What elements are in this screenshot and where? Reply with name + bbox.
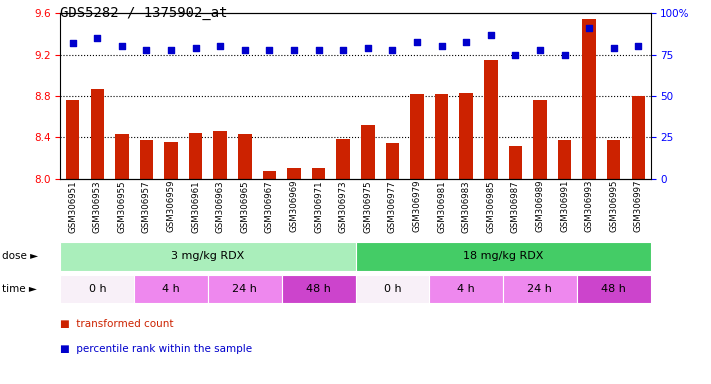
Text: 18 mg/kg RDX: 18 mg/kg RDX (463, 251, 543, 262)
Bar (140, 141, 154, 179)
Bar (213, 131, 227, 179)
Bar (336, 139, 350, 179)
Point (461, 38, 472, 45)
Point (608, 45, 619, 51)
Text: 4 h: 4 h (162, 284, 180, 294)
Bar (435, 94, 449, 179)
Bar (385, 144, 399, 179)
Point (633, 43, 644, 50)
Bar (429, 275, 503, 303)
Bar (66, 100, 80, 179)
Point (92, 35, 103, 41)
Point (584, 25, 595, 31)
Bar (208, 275, 282, 303)
Text: 48 h: 48 h (306, 284, 331, 294)
Bar (356, 242, 651, 271)
Bar (282, 275, 356, 303)
Text: 24 h: 24 h (528, 284, 552, 294)
Bar (410, 94, 424, 179)
Text: 0 h: 0 h (88, 284, 106, 294)
Point (338, 47, 349, 53)
Point (313, 47, 324, 53)
Bar (577, 275, 651, 303)
Bar (484, 60, 498, 179)
Point (485, 32, 496, 38)
Text: ■  transformed count: ■ transformed count (60, 319, 174, 329)
Point (116, 43, 127, 50)
Bar (503, 275, 577, 303)
Text: 48 h: 48 h (602, 284, 626, 294)
Bar (189, 133, 203, 179)
Bar (312, 168, 326, 179)
Bar (115, 134, 129, 179)
Bar (164, 142, 178, 179)
Bar (631, 96, 645, 179)
Text: ■  percentile rank within the sample: ■ percentile rank within the sample (60, 344, 252, 354)
Bar (60, 275, 134, 303)
Point (289, 47, 300, 53)
Point (411, 38, 422, 45)
Point (67, 40, 78, 46)
Bar (287, 168, 301, 179)
Text: time ►: time ► (2, 284, 37, 294)
Bar (508, 146, 522, 179)
Point (215, 43, 226, 50)
Text: 0 h: 0 h (383, 284, 401, 294)
Point (239, 47, 250, 53)
Bar (356, 275, 429, 303)
Bar (238, 134, 252, 179)
Point (387, 47, 398, 53)
Point (362, 45, 373, 51)
Point (264, 47, 275, 53)
Point (190, 45, 201, 51)
Point (436, 43, 447, 50)
Text: dose ►: dose ► (2, 251, 38, 262)
Bar (60, 242, 356, 271)
Point (559, 52, 570, 58)
Point (141, 47, 152, 53)
Bar (607, 141, 621, 179)
Bar (459, 93, 473, 179)
Text: 4 h: 4 h (457, 284, 475, 294)
Bar (361, 125, 375, 179)
Bar (557, 141, 571, 179)
Point (166, 47, 177, 53)
Bar (262, 171, 276, 179)
Bar (533, 100, 547, 179)
Point (510, 52, 521, 58)
Text: 24 h: 24 h (232, 284, 257, 294)
Point (534, 47, 545, 53)
Bar (90, 89, 104, 179)
Bar (582, 18, 596, 179)
Text: GDS5282 / 1375902_at: GDS5282 / 1375902_at (60, 6, 228, 20)
Bar (134, 275, 208, 303)
Text: 3 mg/kg RDX: 3 mg/kg RDX (171, 251, 245, 262)
